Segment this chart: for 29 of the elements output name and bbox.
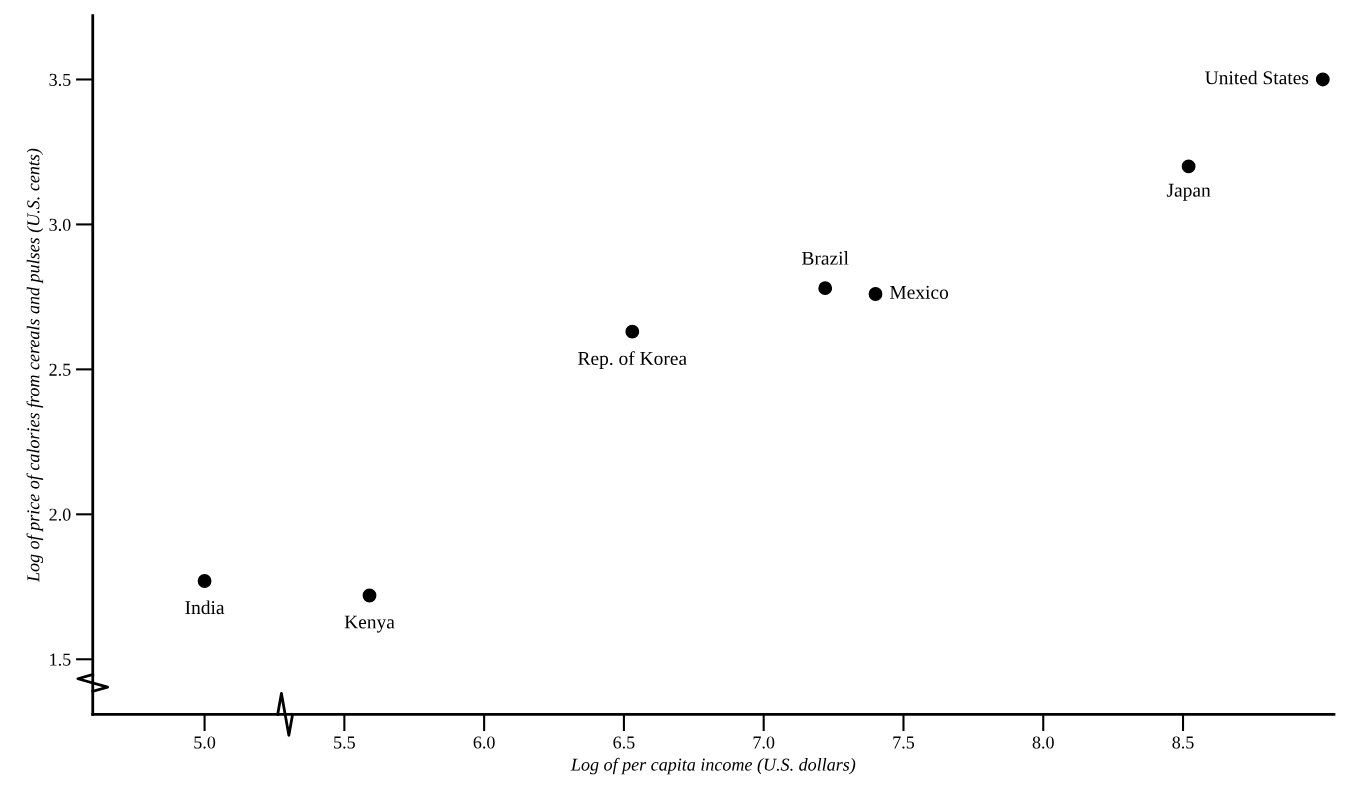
annotation: Japan	[1166, 183, 1211, 201]
point	[868, 287, 883, 301]
point	[1315, 72, 1330, 87]
x-axis-title: Log of per capita income (U.S. dollars)	[570, 757, 856, 775]
y-axis-title: Log of price of calories from cereals and pulses (U.S. cents)	[26, 148, 44, 583]
x-tick-label: 6.0	[473, 736, 495, 749]
annotation: Kenya	[344, 615, 395, 633]
y-tick-label: 2.0	[49, 508, 71, 521]
x-tick-label: 6.5	[613, 736, 635, 749]
x-tick-label: 8.5	[1172, 736, 1194, 749]
x-tick-label: 5.0	[194, 736, 216, 749]
y-tick-label: 3.5	[49, 73, 71, 86]
y-tick-label: 2.5	[49, 363, 71, 376]
annotation: United States	[1205, 70, 1309, 85]
x-tick-label: 5.5	[334, 736, 355, 749]
y-tick-label: 1.5	[50, 653, 71, 666]
annotation: Rep. of Korea	[578, 351, 687, 369]
x-tick-label: 7.5	[893, 736, 915, 749]
point	[818, 281, 833, 296]
x-tick-label: 7.0	[753, 736, 775, 749]
annotation: India	[185, 600, 225, 615]
x-tick-label: 8.0	[1032, 736, 1054, 749]
point	[197, 574, 212, 588]
y-tick-label: 3.0	[49, 218, 71, 231]
annotation: Mexico	[889, 285, 949, 299]
point	[362, 588, 377, 603]
point	[1181, 159, 1196, 174]
annotation: Brazil	[802, 251, 849, 265]
point	[625, 324, 640, 339]
